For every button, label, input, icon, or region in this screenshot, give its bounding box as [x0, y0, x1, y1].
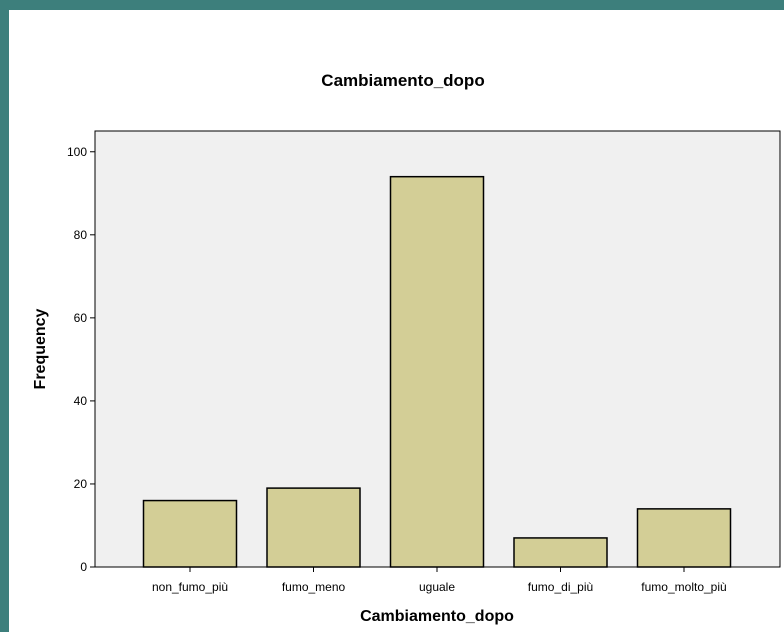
- bar: [636, 508, 732, 568]
- y-axis: 0 20 40 60 80 100: [67, 145, 95, 574]
- y-tick-label: 0: [80, 560, 87, 574]
- x-tick-label: non_fumo_più: [152, 580, 228, 594]
- y-tick-label: 60: [74, 311, 88, 325]
- x-axis: non_fumo_più fumo_meno uguale fumo_di_più fu…: [152, 567, 727, 594]
- x-axis-label: Cambiamento_dopo: [360, 608, 514, 625]
- bar: [142, 499, 238, 568]
- chart-title: Cambiamento_dopo: [321, 71, 484, 90]
- bar: [389, 175, 485, 568]
- x-tick-label: fumo_molto_più: [641, 580, 726, 594]
- y-tick-label: 40: [74, 394, 88, 408]
- bar: [513, 537, 608, 568]
- y-tick-label: 100: [67, 145, 87, 159]
- y-tick-label: 20: [74, 477, 88, 491]
- x-tick-label: fumo_meno: [282, 580, 346, 594]
- bars: [142, 175, 732, 568]
- y-axis-label: Frequency: [32, 308, 49, 389]
- y-tick-label: 80: [74, 228, 88, 242]
- x-tick-label: fumo_di_più: [528, 580, 593, 594]
- x-tick-label: uguale: [419, 580, 455, 594]
- bar: [266, 487, 361, 568]
